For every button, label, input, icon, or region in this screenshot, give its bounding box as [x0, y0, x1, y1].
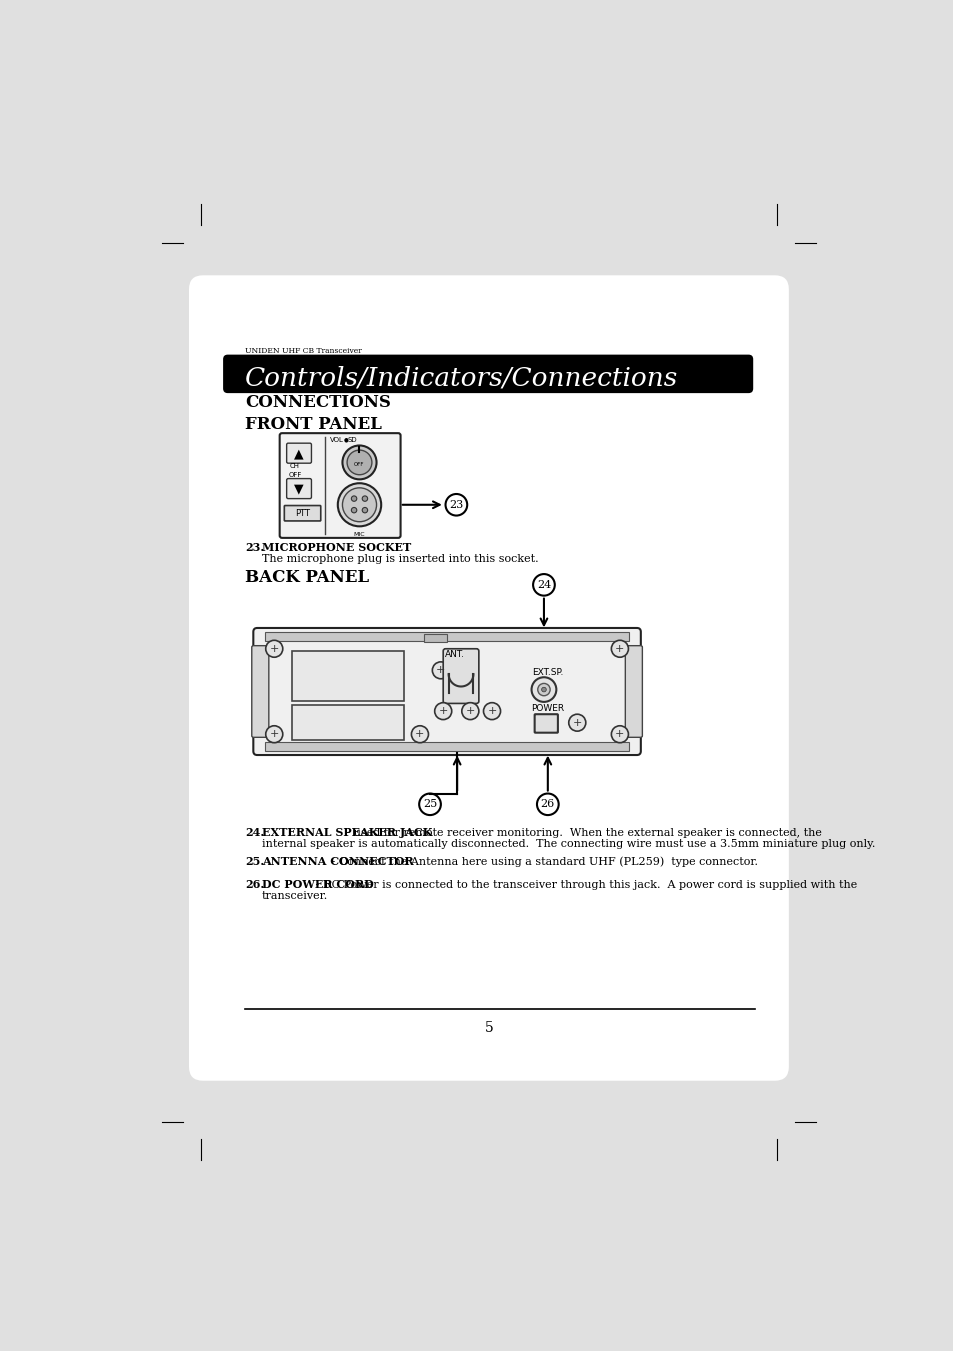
Text: 5: 5 [484, 1021, 493, 1035]
Text: +: + [436, 665, 445, 676]
FancyBboxPatch shape [189, 276, 788, 1081]
Circle shape [435, 703, 452, 720]
Text: DC POWER CORD: DC POWER CORD [261, 880, 374, 890]
Circle shape [362, 508, 367, 513]
FancyBboxPatch shape [253, 628, 640, 755]
Text: 24.: 24. [245, 827, 264, 838]
Text: +: + [572, 717, 581, 728]
Circle shape [537, 684, 550, 696]
Text: ●: ● [343, 438, 348, 443]
Text: +: + [270, 644, 278, 654]
Text: +: + [615, 644, 624, 654]
Text: CH: CH [290, 463, 299, 469]
Text: ▼: ▼ [294, 482, 304, 496]
Circle shape [266, 725, 282, 743]
Circle shape [568, 715, 585, 731]
Circle shape [347, 450, 372, 474]
Circle shape [362, 496, 367, 501]
FancyBboxPatch shape [223, 354, 753, 393]
Circle shape [351, 496, 356, 501]
Circle shape [531, 677, 556, 703]
FancyBboxPatch shape [279, 434, 400, 538]
Text: 24: 24 [537, 580, 551, 590]
Text: transceiver.: transceiver. [261, 892, 328, 901]
Bar [265, 742, 629, 751]
FancyBboxPatch shape [624, 646, 641, 738]
Text: PTT: PTT [294, 509, 310, 517]
Text: 26: 26 [540, 800, 555, 809]
Circle shape [611, 725, 628, 743]
Text: MIC: MIC [354, 531, 365, 536]
Bar [292, 705, 404, 739]
Circle shape [342, 446, 376, 480]
Bar [292, 651, 404, 701]
Text: ANT.: ANT. [444, 650, 464, 659]
Text: The microphone plug is inserted into this socket.: The microphone plug is inserted into thi… [261, 554, 537, 563]
Text: 23.: 23. [245, 542, 264, 553]
FancyBboxPatch shape [284, 505, 320, 521]
Text: CONNECTIONS: CONNECTIONS [245, 394, 391, 411]
Text: +: + [615, 730, 624, 739]
Text: UNIDEN UHF CB Transceiver: UNIDEN UHF CB Transceiver [245, 347, 361, 355]
Text: EXT.SP.: EXT.SP. [532, 669, 563, 677]
Text: +: + [270, 730, 278, 739]
Text: MICROPHONE SOCKET: MICROPHONE SOCKET [261, 542, 411, 553]
FancyBboxPatch shape [252, 646, 269, 738]
Text: 25.: 25. [245, 857, 264, 867]
Circle shape [445, 494, 467, 516]
Text: POWER: POWER [531, 704, 564, 713]
Text: FRONT PANEL: FRONT PANEL [245, 416, 381, 432]
FancyBboxPatch shape [286, 443, 311, 463]
Text: OFF: OFF [353, 462, 363, 467]
FancyBboxPatch shape [286, 478, 311, 499]
Text: +: + [487, 707, 497, 716]
Circle shape [351, 508, 356, 513]
Text: VOL: VOL [330, 436, 344, 443]
Circle shape [418, 793, 440, 815]
Circle shape [533, 574, 555, 596]
Text: - DC Power is connected to the transceiver through this jack.  A power cord is s: - DC Power is connected to the transceiv… [312, 881, 857, 890]
Circle shape [483, 703, 500, 720]
Circle shape [541, 688, 546, 692]
Circle shape [342, 488, 376, 521]
Circle shape [266, 640, 282, 657]
Text: ANTENNA CONNECTOR: ANTENNA CONNECTOR [261, 857, 413, 867]
FancyBboxPatch shape [534, 715, 558, 732]
Text: OFF: OFF [288, 471, 301, 478]
Text: +: + [438, 707, 447, 716]
Text: - used for remote receiver monitoring.  When the external speaker is connected, : - used for remote receiver monitoring. W… [343, 828, 821, 838]
Text: SD: SD [347, 436, 356, 443]
Circle shape [461, 703, 478, 720]
Text: 23: 23 [449, 500, 463, 509]
Circle shape [537, 793, 558, 815]
Circle shape [611, 640, 628, 657]
Bar [423, 634, 447, 642]
Text: +: + [415, 730, 424, 739]
Circle shape [411, 725, 428, 743]
Text: 26.: 26. [245, 880, 264, 890]
Text: 25: 25 [422, 800, 436, 809]
FancyBboxPatch shape [443, 648, 478, 704]
Text: internal speaker is automatically disconnected.  The connecting wire must use a : internal speaker is automatically discon… [261, 839, 874, 848]
Text: EXTERNAL SPEAKER JACK: EXTERNAL SPEAKER JACK [261, 827, 432, 838]
Text: +: + [465, 707, 475, 716]
Text: Controls/Indicators/Connections: Controls/Indicators/Connections [245, 366, 678, 390]
Text: - Connect the Antenna here using a standard UHF (PL259)  type connector.: - Connect the Antenna here using a stand… [328, 857, 757, 867]
Text: BACK PANEL: BACK PANEL [245, 569, 369, 586]
Circle shape [432, 662, 449, 678]
Text: ▲: ▲ [294, 447, 304, 461]
Bar [265, 632, 629, 642]
Circle shape [337, 484, 381, 527]
